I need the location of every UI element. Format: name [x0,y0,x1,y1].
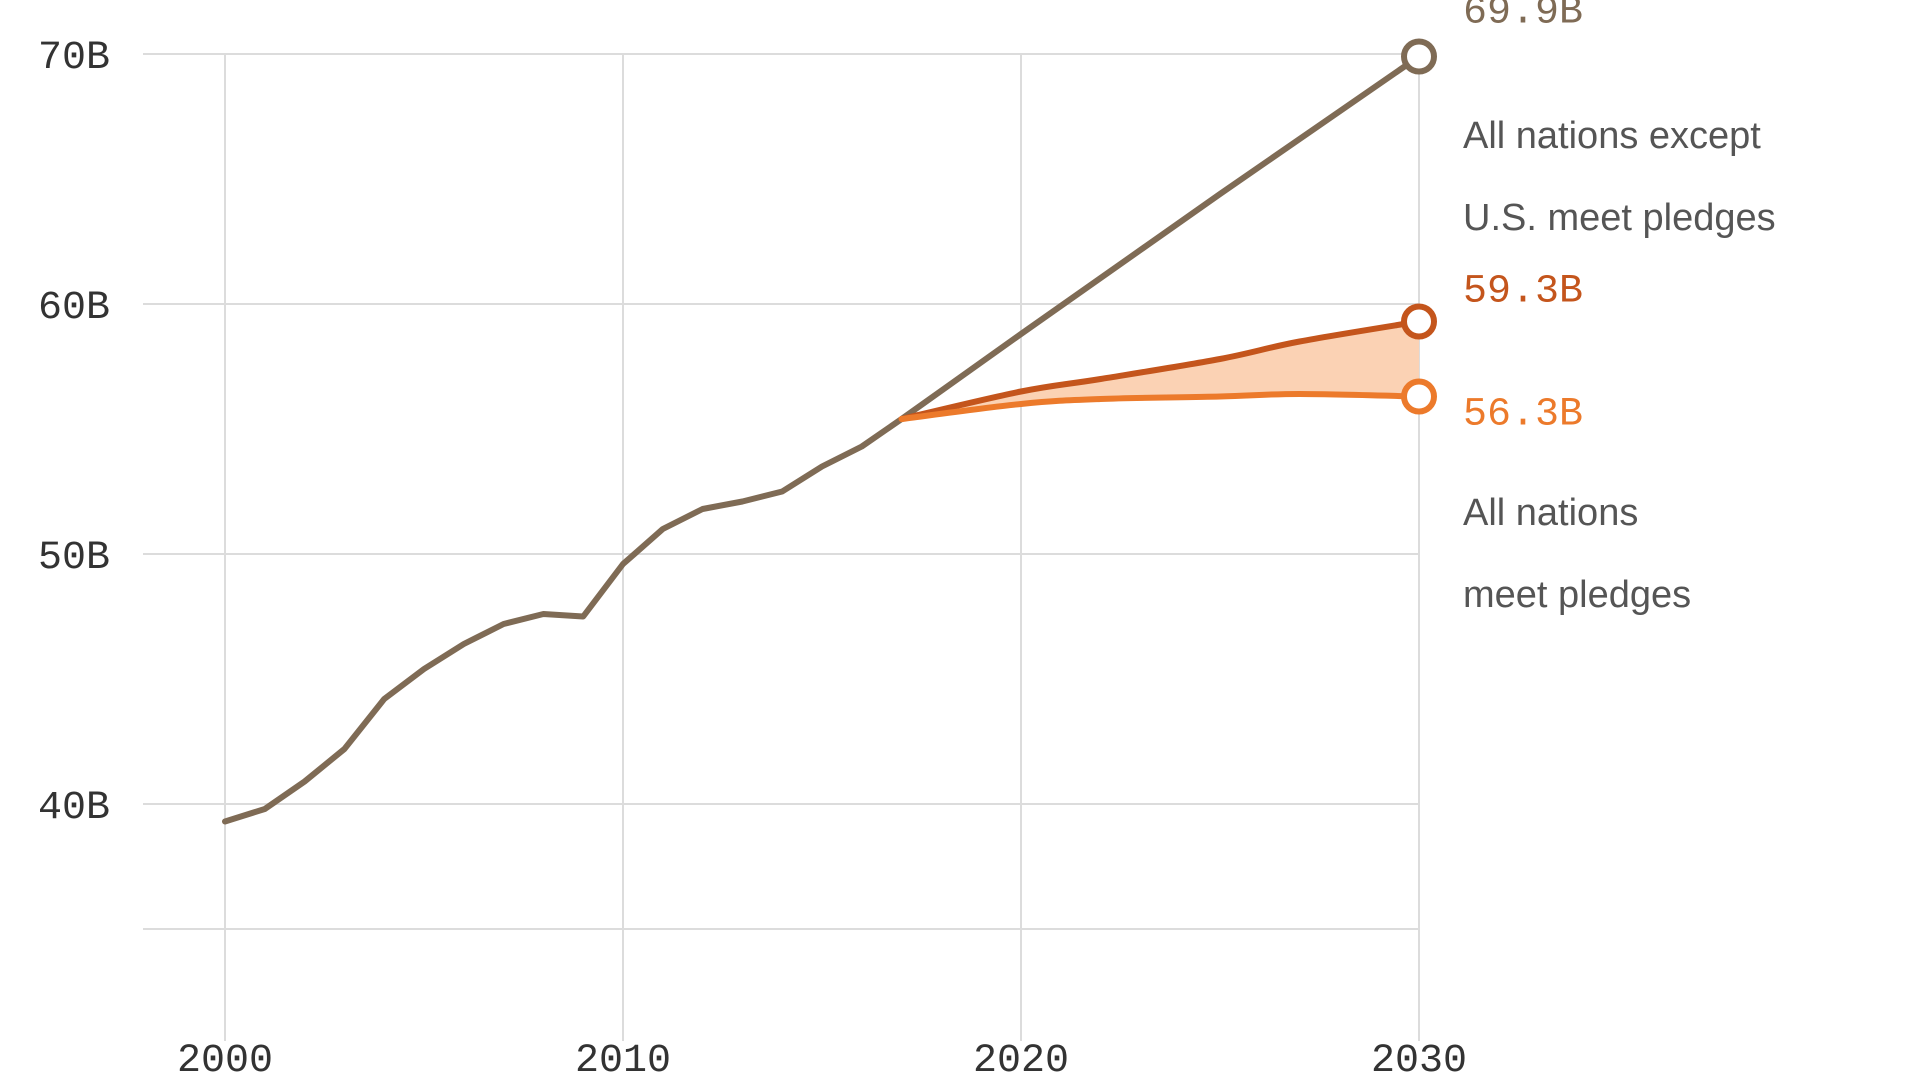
series-line-all-except-us [898,53,1422,422]
end-marker-all-except-us [1401,38,1437,75]
gridlines [143,53,1420,1041]
y-tick-label: 70B [38,36,110,81]
y-tick-label: 40B [38,786,110,831]
series-line-upper-pledges [898,318,1422,422]
y-tick-label: 50B [38,536,110,581]
x-tick-label: 2010 [575,1039,671,1080]
series-annotation: U.S. meet pledges [1463,197,1776,239]
end-marker-upper-pledges [1401,303,1437,340]
series-annotation: meet pledges [1463,574,1691,616]
series-annotation: All nations [1463,492,1638,534]
series-line-all-nations [898,391,1422,422]
y-tick-label: 60B [38,286,110,331]
x-tick-label: 2000 [177,1039,273,1080]
end-value-label: 59.3B [1463,270,1583,315]
series-annotation: All nations except [1463,115,1761,157]
series-lines [222,53,1422,825]
labels: 40B 50B 60B 70B 2000 2010 2020 2030 69.9B 59.3B 56… [38,0,1776,1080]
series-line-historical [222,416,905,825]
end-value-label: 56.3B [1463,393,1583,438]
x-tick-label: 2030 [1371,1039,1467,1080]
end-marker-all-nations [1401,378,1437,415]
x-tick-label: 2020 [973,1039,1069,1080]
end-value-label: 69.9B [1463,0,1583,36]
end-markers [1401,38,1437,415]
